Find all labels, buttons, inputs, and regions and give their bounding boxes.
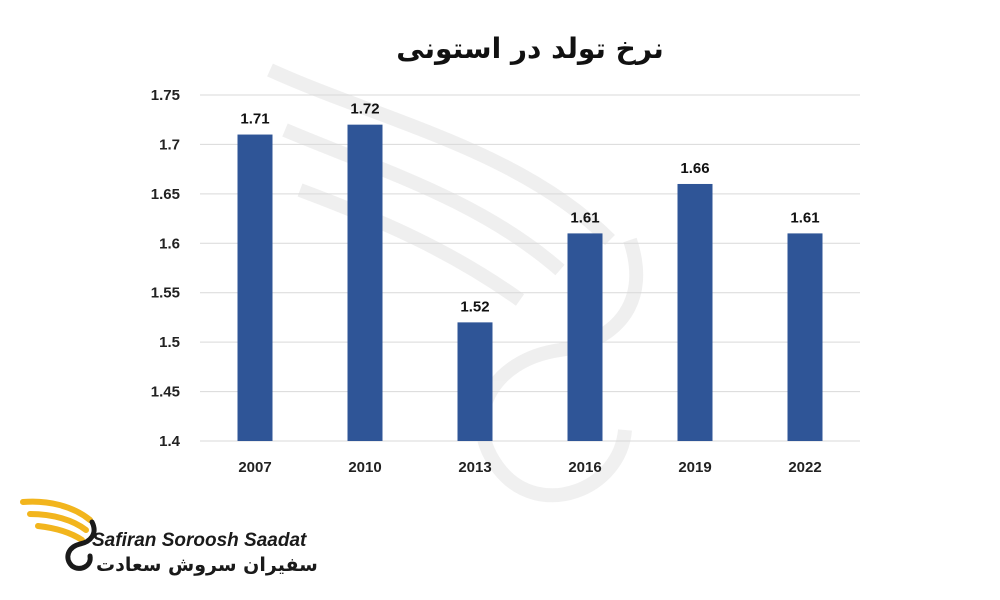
data-labels: 1.71 1.72 1.52 1.61 1.66 1.61 xyxy=(240,101,819,316)
data-label: 1.61 xyxy=(790,209,819,226)
data-label: 1.71 xyxy=(240,111,269,128)
y-axis: 1.4 1.45 1.5 1.55 1.6 1.65 1.7 1.75 xyxy=(151,87,181,450)
y-tick-label: 1.45 xyxy=(151,384,180,401)
x-tick-label: 2016 xyxy=(568,459,601,476)
bar xyxy=(567,233,603,441)
bars xyxy=(237,124,823,442)
data-label: 1.52 xyxy=(460,298,489,315)
y-tick-label: 1.6 xyxy=(159,235,180,252)
chart-title: نرخ تولد در استونی xyxy=(396,32,664,65)
bar xyxy=(457,322,493,441)
y-tick-label: 1.5 xyxy=(159,334,180,351)
bar xyxy=(347,124,383,442)
grid xyxy=(200,94,860,442)
bar xyxy=(787,233,823,441)
data-label: 1.72 xyxy=(350,101,379,118)
brand-name-en: Safiran Soroosh Saadat xyxy=(92,530,307,551)
y-tick-label: 1.55 xyxy=(151,285,180,302)
data-label: 1.66 xyxy=(680,160,709,177)
y-tick-label: 1.65 xyxy=(151,186,180,203)
x-axis: 2007 2010 2013 2016 2019 2022 xyxy=(238,459,821,476)
x-tick-label: 2019 xyxy=(678,459,711,476)
x-tick-label: 2013 xyxy=(458,459,491,476)
bar xyxy=(677,183,713,441)
y-tick-label: 1.75 xyxy=(151,87,180,104)
x-tick-label: 2010 xyxy=(348,459,381,476)
brand-name-fa: سفیران سروش سعادت xyxy=(96,554,318,576)
wing-logo-icon xyxy=(20,498,97,571)
x-tick-label: 2007 xyxy=(238,459,271,476)
data-label: 1.61 xyxy=(570,209,599,226)
y-tick-label: 1.7 xyxy=(159,136,180,153)
y-tick-label: 1.4 xyxy=(159,433,181,450)
x-tick-label: 2022 xyxy=(788,459,821,476)
wing-watermark-icon xyxy=(267,63,644,503)
bar xyxy=(237,134,273,442)
